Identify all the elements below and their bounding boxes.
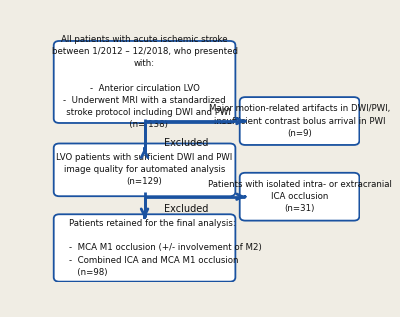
Text: Excluded: Excluded bbox=[164, 204, 208, 214]
Text: Excluded: Excluded bbox=[164, 138, 208, 148]
FancyBboxPatch shape bbox=[54, 144, 235, 196]
FancyBboxPatch shape bbox=[54, 41, 235, 123]
Text: LVO patients with sufficient DWI and PWI
image quality for automated analysis
(n: LVO patients with sufficient DWI and PWI… bbox=[56, 153, 233, 186]
FancyBboxPatch shape bbox=[240, 173, 359, 221]
Text: Patients with isolated intra- or extracranial
ICA occlusion
(n=31): Patients with isolated intra- or extracr… bbox=[208, 180, 392, 213]
Text: All patients with acute ischemic stroke
between 1/2012 – 12/2018, who presented
: All patients with acute ischemic stroke … bbox=[52, 35, 238, 129]
Text: Patients retained for the final analysis:

-  MCA M1 occlusion (+/- involvement : Patients retained for the final analysis… bbox=[69, 219, 261, 277]
FancyBboxPatch shape bbox=[54, 214, 235, 281]
Text: Major motion-related artifacts in DWI/PWI,
insufficient contrast bolus arrival i: Major motion-related artifacts in DWI/PW… bbox=[209, 104, 390, 138]
FancyBboxPatch shape bbox=[240, 97, 359, 145]
